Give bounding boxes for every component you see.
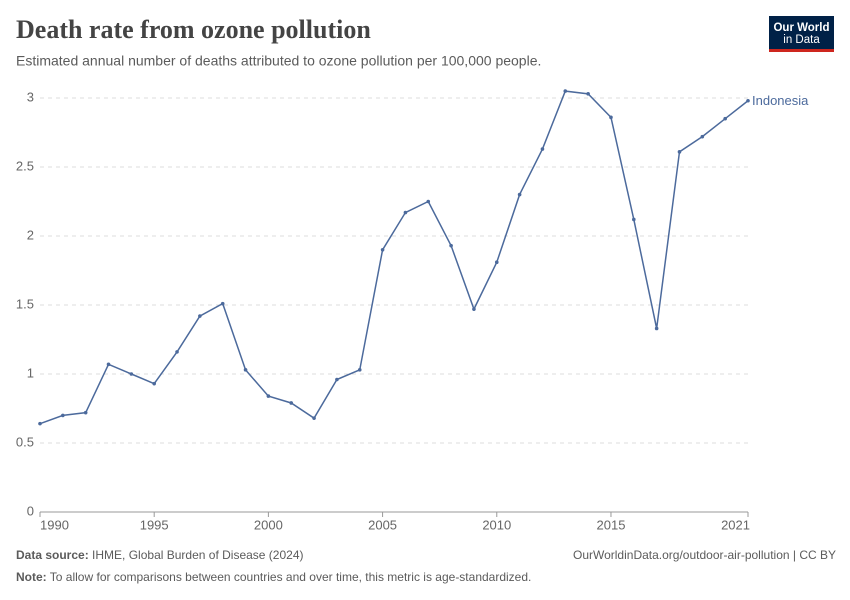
point (380, 248, 385, 252)
footer-note: Note: To allow for comparisons between c… (16, 570, 531, 584)
point (677, 150, 682, 154)
logo-bg (769, 16, 834, 52)
logo[interactable]: Our World in Data (769, 16, 834, 52)
point (632, 217, 636, 222)
point (312, 416, 316, 420)
chart-title: Death rate from ozone pollution (16, 15, 371, 44)
point (540, 147, 545, 151)
source-label: Data source: (16, 548, 89, 562)
point (426, 199, 431, 204)
footer-url[interactable]: OurWorldinData.org/outdoor-air-pollution… (573, 548, 836, 562)
point (494, 260, 499, 265)
x-tick-label: 2010 (482, 517, 511, 532)
point (723, 116, 727, 121)
y-tick-label: 1 (27, 365, 34, 380)
y-tick-label: 3 (27, 89, 34, 104)
point (700, 134, 705, 139)
x-tick-label: 2015 (597, 517, 626, 532)
point (129, 372, 134, 376)
point (335, 377, 339, 382)
point (403, 210, 408, 215)
x-tick-label: 2021 (721, 517, 750, 532)
point (61, 413, 65, 418)
point (38, 421, 42, 426)
point (243, 368, 248, 372)
y-tick-label: 0.5 (16, 434, 34, 449)
point (449, 243, 453, 248)
logo-text: in Data (783, 34, 820, 46)
point (289, 401, 294, 405)
point (746, 98, 750, 103)
point (198, 314, 202, 318)
line (39, 90, 749, 425)
series-label: Indonesia (752, 93, 809, 108)
y-tick-label: 1.5 (16, 296, 34, 311)
point (220, 301, 225, 306)
y-tick-label: 0 (27, 503, 34, 518)
logo-text: Our World (773, 22, 829, 34)
x-tick-label: 2005 (368, 517, 397, 532)
note: To allow for comparisons between countri… (50, 570, 532, 584)
point (654, 326, 659, 331)
point (586, 92, 590, 96)
x-tick-label: 1990 (40, 517, 69, 532)
point (517, 192, 522, 197)
x-tick-label: 1995 (140, 517, 169, 532)
chart-subtitle: Estimated annual number of deaths attrib… (16, 53, 541, 69)
point (106, 362, 111, 367)
point (609, 115, 613, 120)
y-tick-label: 2.5 (16, 158, 34, 173)
source: IHME, Global Burden of Disease (2024) (92, 548, 303, 562)
point (357, 368, 362, 372)
point (83, 410, 88, 415)
footer-source: Data source: IHME, Global Burden of Dise… (16, 548, 303, 562)
logo-bar (769, 49, 834, 52)
x-tick-label: 2000 (254, 517, 283, 532)
point (563, 89, 568, 93)
point (175, 350, 179, 354)
note-label: Note: (16, 570, 47, 584)
point (266, 394, 271, 398)
point (152, 381, 156, 386)
point (472, 307, 476, 311)
y-tick-label: 2 (27, 227, 34, 242)
